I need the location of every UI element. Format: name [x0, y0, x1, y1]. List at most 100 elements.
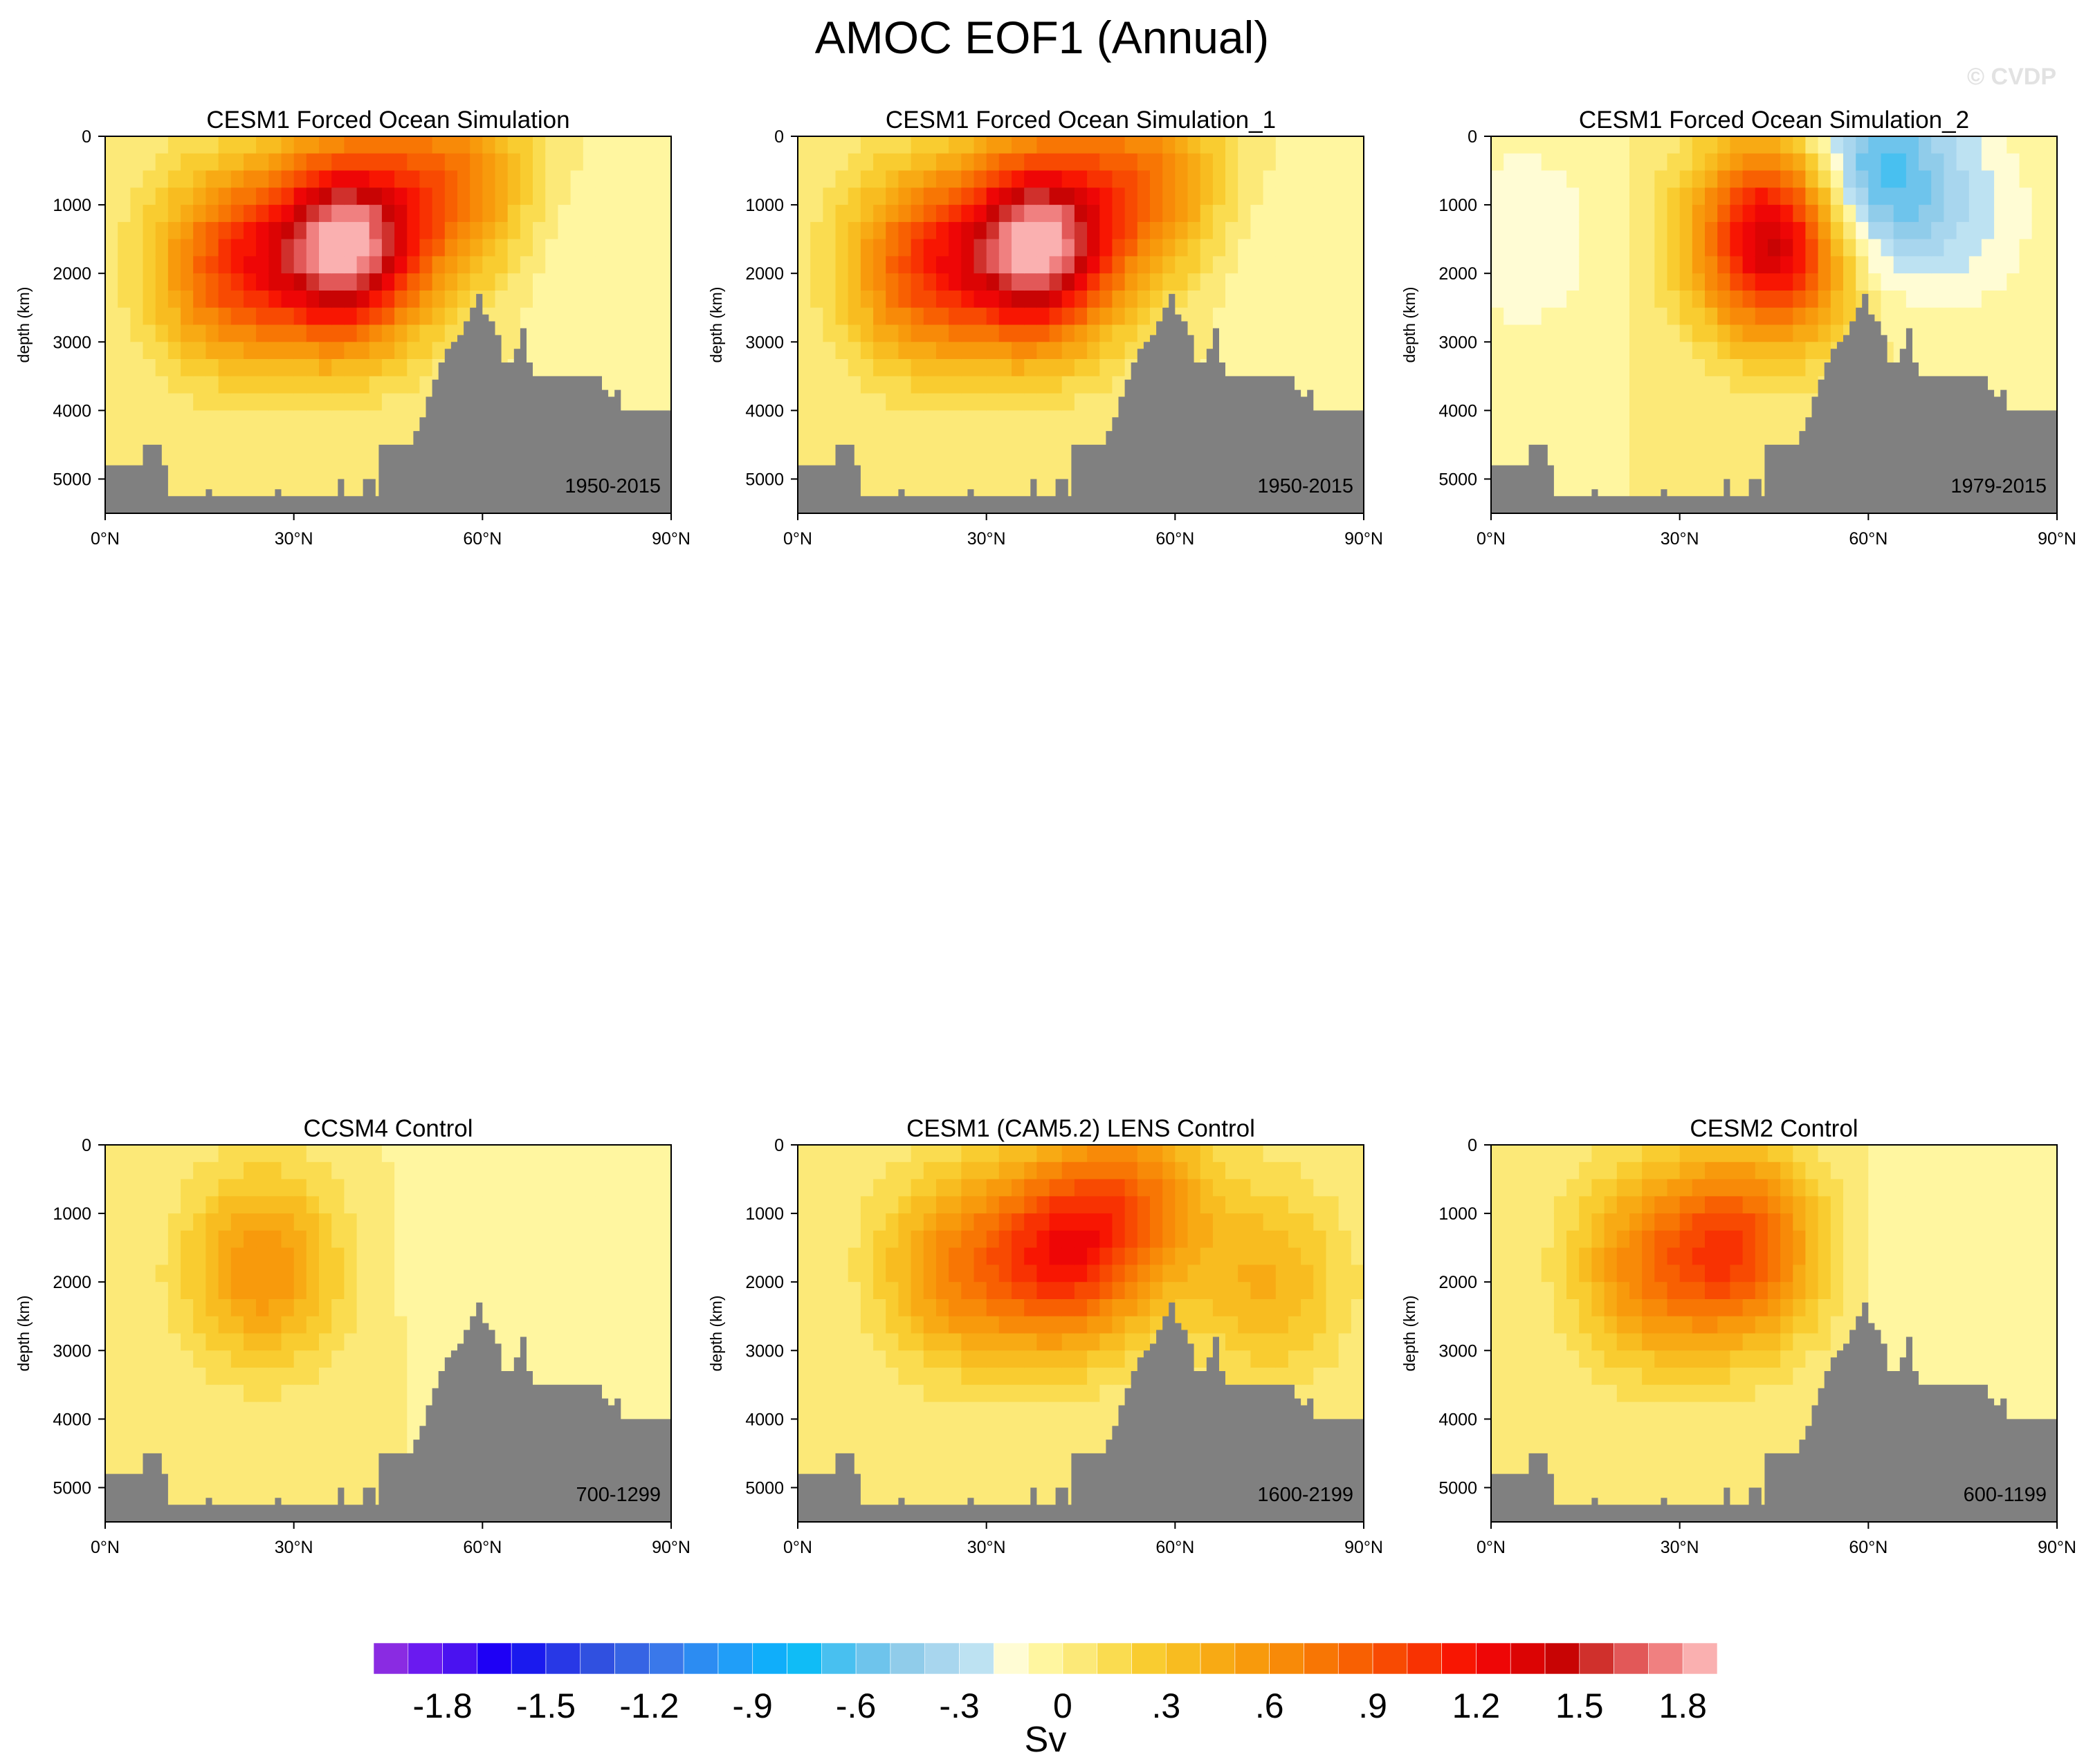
field-cell	[848, 239, 861, 257]
field-cell	[1780, 221, 1794, 240]
field-cell	[293, 1333, 307, 1352]
field-cell	[1024, 307, 1038, 326]
field-cell	[1238, 359, 1252, 377]
field-cell	[1099, 1333, 1113, 1352]
field-cell	[1755, 428, 1768, 445]
field-cell	[1805, 324, 1819, 343]
field-cell	[1919, 187, 1932, 205]
field-cell	[331, 291, 345, 309]
field-cell	[949, 1436, 962, 1454]
field-cell	[1288, 1333, 1301, 1352]
field-cell	[130, 1230, 144, 1249]
field-cell	[1238, 1145, 1252, 1163]
field-cell	[570, 1230, 584, 1249]
field-cell	[1843, 239, 1856, 257]
field-cell	[1175, 205, 1189, 223]
field-cell	[356, 1316, 370, 1334]
field-cell	[658, 256, 672, 274]
field-cell	[1981, 256, 1995, 274]
field-cell	[167, 479, 181, 497]
field-cell	[1061, 1402, 1075, 1420]
field-cell	[986, 1350, 1000, 1368]
field-cell	[1956, 291, 1970, 309]
field-cell	[381, 410, 395, 428]
field-cell	[331, 461, 345, 480]
field-cell	[356, 1213, 370, 1231]
field-cell	[1881, 205, 1894, 223]
field-cell	[1012, 428, 1025, 445]
field-cell	[986, 239, 1000, 257]
field-cell	[218, 1161, 232, 1180]
field-cell	[1730, 324, 1744, 343]
field-cell	[143, 1333, 156, 1352]
field-cell	[1730, 307, 1744, 326]
field-cell	[1061, 1436, 1075, 1454]
field-cell	[1024, 1196, 1038, 1214]
field-cell	[1150, 256, 1163, 274]
field-cell	[143, 170, 156, 189]
field-cell	[1049, 136, 1063, 154]
field-cell	[658, 1265, 672, 1283]
field-cell	[1049, 393, 1063, 412]
field-cell	[998, 1299, 1012, 1317]
field-cell	[331, 1299, 345, 1317]
field-cell	[1212, 1179, 1226, 1197]
field-cell	[306, 393, 320, 412]
field-cell	[507, 1161, 521, 1180]
field-cell	[633, 1196, 647, 1214]
field-cell	[1591, 393, 1605, 412]
field-cell	[193, 1368, 207, 1386]
field-cell	[646, 1299, 659, 1317]
field-cell	[835, 1350, 849, 1368]
field-cell	[810, 1196, 824, 1214]
field-cell	[545, 1213, 559, 1231]
field-cell	[256, 1265, 270, 1283]
field-cell	[1012, 170, 1025, 189]
field-cell	[1919, 291, 1932, 309]
field-cell	[1616, 376, 1630, 394]
field-cell	[193, 1179, 207, 1197]
field-cell	[823, 1402, 837, 1420]
field-cell	[130, 1213, 144, 1231]
field-cell	[2019, 273, 2033, 291]
field-cell	[1087, 393, 1101, 412]
field-cell	[369, 1368, 383, 1386]
field-cell	[306, 444, 320, 463]
field-cell	[986, 205, 1000, 223]
field-cell	[873, 187, 887, 205]
field-cell	[1074, 256, 1088, 274]
field-cell	[1326, 136, 1340, 154]
field-cell	[961, 393, 975, 412]
field-cell	[331, 1161, 345, 1180]
field-cell	[1288, 1213, 1301, 1231]
field-cell	[923, 1161, 937, 1180]
field-cell	[1049, 187, 1063, 205]
field-cell	[1012, 1282, 1025, 1300]
field-cell	[143, 1213, 156, 1231]
field-cell	[1099, 393, 1113, 412]
field-cell	[218, 136, 232, 154]
field-cell	[1491, 359, 1504, 377]
field-cell	[444, 291, 458, 309]
field-cell	[974, 410, 987, 428]
field-cell	[244, 1419, 257, 1437]
field-cell	[1288, 1368, 1301, 1386]
field-cell	[1981, 170, 1995, 189]
field-cell	[986, 1470, 1000, 1489]
field-cell	[1187, 1316, 1201, 1334]
field-cell	[1212, 1145, 1226, 1163]
field-cell	[2031, 324, 2045, 343]
field-cell	[130, 1299, 144, 1317]
field-cell	[495, 1213, 509, 1231]
field-cell	[1541, 153, 1555, 172]
field-cell	[293, 239, 307, 257]
field-cell	[356, 1436, 370, 1454]
field-cell	[961, 307, 975, 326]
field-cell	[1503, 376, 1517, 394]
field-cell	[798, 239, 811, 257]
field-cell	[658, 153, 672, 172]
field-cell	[1793, 393, 1807, 412]
y-tick-label: 4000	[1438, 401, 1477, 421]
field-cell	[1642, 187, 1656, 205]
